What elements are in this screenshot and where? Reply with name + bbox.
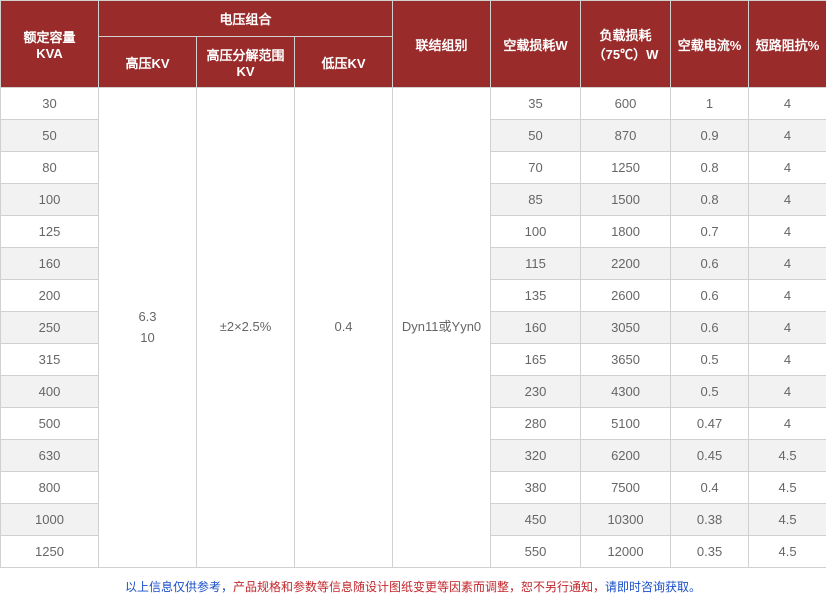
cell-short-circuit: 4.5 [749,536,826,568]
th-hv-range: 高压分解范围KV [197,37,295,88]
cell-lv-merged: 0.4 [295,88,393,568]
cell-no-load-current: 0.9 [671,120,749,152]
th-short-circuit: 短路阻抗% [749,1,826,88]
th-hv: 高压KV [99,37,197,88]
cell-load-loss: 870 [581,120,671,152]
cell-no-load-loss: 320 [491,440,581,472]
cell-load-loss: 1250 [581,152,671,184]
cell-short-circuit: 4.5 [749,472,826,504]
cell-load-loss: 2200 [581,248,671,280]
cell-short-circuit: 4.5 [749,440,826,472]
cell-kva: 630 [1,440,99,472]
cell-short-circuit: 4 [749,376,826,408]
cell-short-circuit: 4 [749,184,826,216]
cell-short-circuit: 4 [749,344,826,376]
cell-short-circuit: 4 [749,248,826,280]
cell-no-load-loss: 280 [491,408,581,440]
cell-no-load-loss: 380 [491,472,581,504]
th-no-load-current: 空载电流% [671,1,749,88]
cell-no-load-current: 0.6 [671,312,749,344]
cell-no-load-loss: 160 [491,312,581,344]
cell-no-load-current: 0.6 [671,280,749,312]
cell-kva: 1000 [1,504,99,536]
cell-kva: 125 [1,216,99,248]
cell-kva: 800 [1,472,99,504]
cell-load-loss: 3650 [581,344,671,376]
cell-load-loss: 1500 [581,184,671,216]
cell-kva: 500 [1,408,99,440]
cell-no-load-loss: 230 [491,376,581,408]
cell-kva: 315 [1,344,99,376]
cell-kva: 400 [1,376,99,408]
cell-no-load-current: 0.8 [671,184,749,216]
cell-short-circuit: 4.5 [749,504,826,536]
cell-kva: 1250 [1,536,99,568]
cell-kva: 50 [1,120,99,152]
cell-no-load-current: 0.6 [671,248,749,280]
cell-kva: 250 [1,312,99,344]
cell-hv-merged: 6.310 [99,88,197,568]
cell-load-loss: 2600 [581,280,671,312]
footer-note: 以上信息仅供参考，产品规格和参数等信息随设计图纸变更等因素而调整，恕不另行通知，… [0,568,826,601]
cell-load-loss: 10300 [581,504,671,536]
cell-no-load-loss: 35 [491,88,581,120]
cell-no-load-current: 0.38 [671,504,749,536]
cell-no-load-current: 0.45 [671,440,749,472]
cell-no-load-loss: 135 [491,280,581,312]
cell-no-load-loss: 85 [491,184,581,216]
footer-part2: 产品规格和参数等信息随设计图纸变更等因素而调整，恕不另行通知， [233,580,605,594]
cell-short-circuit: 4 [749,88,826,120]
cell-kva: 80 [1,152,99,184]
cell-load-loss: 6200 [581,440,671,472]
cell-load-loss: 3050 [581,312,671,344]
cell-short-circuit: 4 [749,216,826,248]
cell-no-load-current: 0.35 [671,536,749,568]
cell-no-load-current: 0.8 [671,152,749,184]
cell-no-load-loss: 550 [491,536,581,568]
cell-kva: 100 [1,184,99,216]
cell-no-load-loss: 165 [491,344,581,376]
cell-short-circuit: 4 [749,152,826,184]
cell-load-loss: 4300 [581,376,671,408]
cell-short-circuit: 4 [749,408,826,440]
cell-load-loss: 12000 [581,536,671,568]
footer-part3: 请即时咨询获取。 [605,580,701,594]
cell-kva: 200 [1,280,99,312]
cell-no-load-loss: 450 [491,504,581,536]
cell-no-load-current: 1 [671,88,749,120]
cell-no-load-current: 0.4 [671,472,749,504]
table-row: 306.310±2×2.5%0.4Dyn11或Yyn03560014 [1,88,826,120]
table-body: 306.310±2×2.5%0.4Dyn11或Yyn03560014505087… [1,88,826,568]
th-load-loss: 负载损耗（75℃）W [581,1,671,88]
cell-kva: 160 [1,248,99,280]
cell-no-load-current: 0.5 [671,344,749,376]
th-rated-capacity: 额定容量KVA [1,1,99,88]
cell-load-loss: 1800 [581,216,671,248]
cell-no-load-loss: 115 [491,248,581,280]
cell-connection-merged: Dyn11或Yyn0 [393,88,491,568]
cell-short-circuit: 4 [749,280,826,312]
cell-load-loss: 600 [581,88,671,120]
footer-part1: 以上信息仅供参考， [125,580,233,594]
cell-no-load-loss: 70 [491,152,581,184]
cell-no-load-current: 0.47 [671,408,749,440]
th-voltage-group: 电压组合 [99,1,393,37]
cell-no-load-current: 0.7 [671,216,749,248]
cell-kva: 30 [1,88,99,120]
table-header: 额定容量KVA 电压组合 联结组别 空载损耗W 负载损耗（75℃）W 空载电流%… [1,1,826,88]
cell-short-circuit: 4 [749,312,826,344]
cell-hv-range-merged: ±2×2.5% [197,88,295,568]
th-no-load-loss: 空载损耗W [491,1,581,88]
cell-no-load-loss: 50 [491,120,581,152]
th-lv: 低压KV [295,37,393,88]
cell-short-circuit: 4 [749,120,826,152]
th-connection-group: 联结组别 [393,1,491,88]
cell-load-loss: 7500 [581,472,671,504]
cell-load-loss: 5100 [581,408,671,440]
spec-table: 额定容量KVA 电压组合 联结组别 空载损耗W 负载损耗（75℃）W 空载电流%… [0,0,826,568]
cell-no-load-current: 0.5 [671,376,749,408]
cell-no-load-loss: 100 [491,216,581,248]
